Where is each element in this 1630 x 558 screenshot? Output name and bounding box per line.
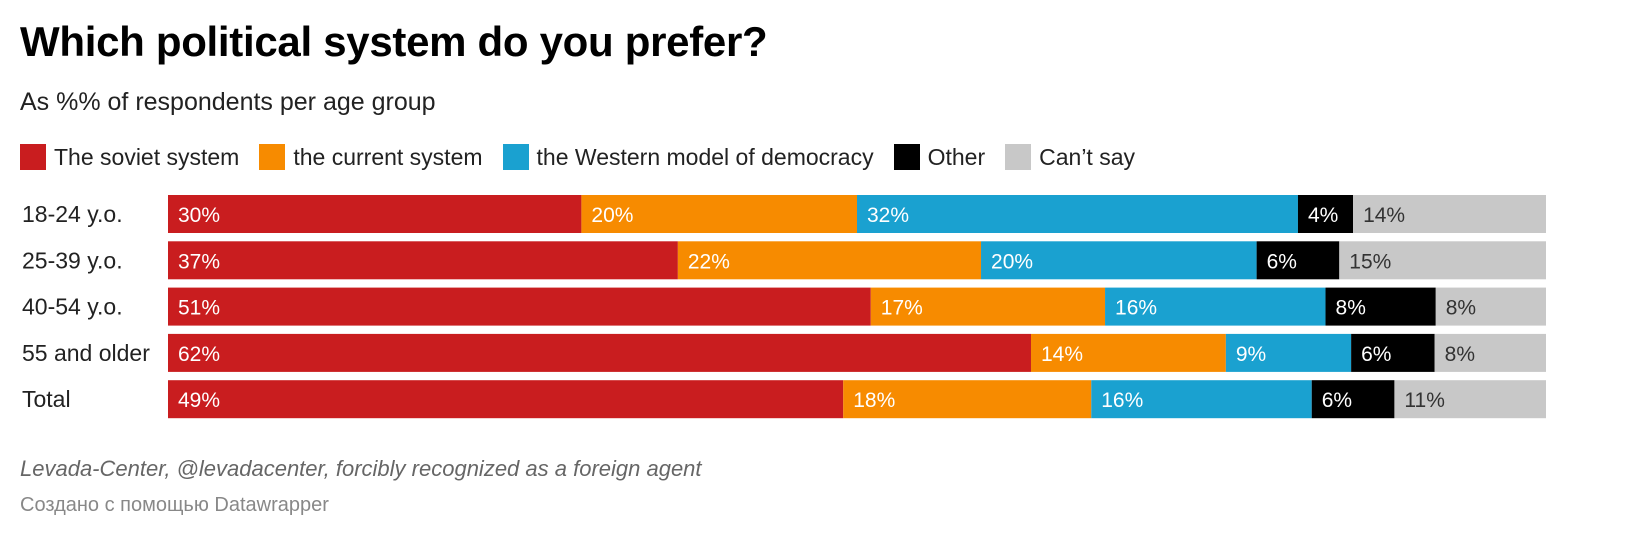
bar-25-39-y-o-cant-say: [1339, 241, 1546, 280]
bar-25-39-y-o-western: [981, 241, 1257, 280]
value-label-40-54-y-o-soviet: 51%: [178, 297, 220, 320]
source-note: Levada-Center, @levadacenter, forcibly r…: [20, 456, 702, 481]
bar-55-and-older-cant-say: [1434, 333, 1546, 372]
bar-40-54-y-o-current: [870, 287, 1106, 326]
bar-total-other: [1311, 380, 1395, 419]
value-label-18-24-y-o-other: 4%: [1308, 204, 1338, 227]
value-label-55-and-older-other: 6%: [1361, 343, 1391, 366]
credit-note: Создано с помощью Datawrapper: [20, 494, 329, 516]
value-label-18-24-y-o-soviet: 30%: [178, 204, 220, 227]
bar-40-54-y-o-cant-say: [1435, 287, 1546, 326]
value-label-18-24-y-o-western: 32%: [867, 204, 909, 227]
legend-label-western: the Western model of democracy: [536, 143, 874, 170]
bar-40-54-y-o-other: [1325, 287, 1436, 326]
value-label-55-and-older-cant-say: 8%: [1445, 343, 1475, 366]
row-label-55-and-older: 55 and older: [22, 340, 150, 366]
legend: The soviet system the current system the…: [20, 142, 1155, 172]
bar-55-and-older-western: [1225, 333, 1352, 372]
bar-40-54-y-o-western: [1105, 287, 1326, 326]
legend-item-western: the Western model of democracy: [502, 143, 874, 171]
stacked-bar-chart: 18-24 y.o. 30% 20% 32% 4% 14% 25-39 y.o. 37% 22%…: [22, 195, 1546, 419]
bar-total-cant-say: [1394, 380, 1546, 419]
bar-18-24-y-o-soviet: [168, 195, 582, 233]
row-label-total: Total: [22, 386, 71, 412]
value-label-18-24-y-o-cant-say: 14%: [1363, 204, 1405, 227]
legend-label-soviet: The soviet system: [54, 143, 240, 170]
value-label-25-39-y-o-current: 22%: [688, 250, 730, 273]
value-label-18-24-y-o-current: 20%: [591, 204, 633, 227]
bar-total-current: [843, 380, 1092, 419]
bar-55-and-older-other: [1351, 333, 1435, 372]
value-label-total-soviet: 49%: [178, 389, 220, 412]
value-label-total-other: 6%: [1322, 389, 1352, 412]
value-label-25-39-y-o-western: 20%: [991, 250, 1033, 273]
value-label-40-54-y-o-other: 8%: [1336, 297, 1366, 320]
value-label-40-54-y-o-western: 16%: [1115, 297, 1157, 320]
legend-item-soviet: The soviet system: [20, 144, 239, 171]
legend-item-cant-say: Can’t say: [1005, 144, 1135, 171]
bar-18-24-y-o-other: [1297, 195, 1354, 233]
legend-swatch-current: [259, 144, 286, 170]
bar-25-39-y-o-soviet: [168, 241, 678, 280]
chart-title: Which political system do you prefer?: [20, 18, 768, 65]
legend-item-current: the current system: [259, 143, 483, 171]
bar-18-24-y-o-cant-say: [1353, 195, 1546, 233]
value-label-total-current: 18%: [853, 389, 895, 412]
legend-label-current: the current system: [293, 143, 483, 170]
legend-swatch-other: [893, 144, 920, 170]
bar-55-and-older-soviet: [168, 333, 1031, 372]
bar-total-western: [1091, 380, 1312, 419]
legend-item-other: Other: [893, 143, 986, 171]
value-label-55-and-older-western: 9%: [1236, 343, 1266, 366]
value-label-total-western: 16%: [1101, 389, 1143, 412]
bar-40-54-y-o-soviet: [168, 287, 871, 326]
row-label-25-39-y-o: 25-39 y.o.: [22, 247, 123, 273]
row-label-18-24-y-o: 18-24 y.o.: [22, 201, 123, 227]
bar-55-and-older-current: [1030, 333, 1226, 372]
bar-25-39-y-o-other: [1256, 241, 1340, 280]
row-label-40-54-y-o: 40-54 y.o.: [22, 294, 123, 320]
value-label-total-cant-say: 11%: [1404, 389, 1444, 412]
bar-18-24-y-o-western: [857, 195, 1298, 233]
value-label-55-and-older-soviet: 62%: [178, 343, 220, 366]
legend-label-cant-say: Can’t say: [1039, 143, 1135, 170]
legend-swatch-cant-say: [1005, 144, 1032, 170]
value-label-25-39-y-o-soviet: 37%: [178, 250, 220, 273]
bar-18-24-y-o-current: [581, 195, 857, 233]
legend-swatch-soviet: [20, 144, 46, 170]
value-label-25-39-y-o-other: 6%: [1267, 250, 1297, 273]
bar-25-39-y-o-current: [677, 241, 982, 280]
legend-swatch-western: [502, 144, 529, 170]
value-label-40-54-y-o-current: 17%: [881, 297, 923, 320]
value-label-25-39-y-o-cant-say: 15%: [1349, 250, 1391, 273]
value-label-55-and-older-current: 14%: [1041, 343, 1083, 366]
bar-total-soviet: [168, 380, 844, 419]
chart-subtitle: As %% of respondents per age group: [20, 88, 436, 116]
legend-label-other: Other: [927, 143, 986, 170]
value-label-40-54-y-o-cant-say: 8%: [1446, 297, 1476, 320]
